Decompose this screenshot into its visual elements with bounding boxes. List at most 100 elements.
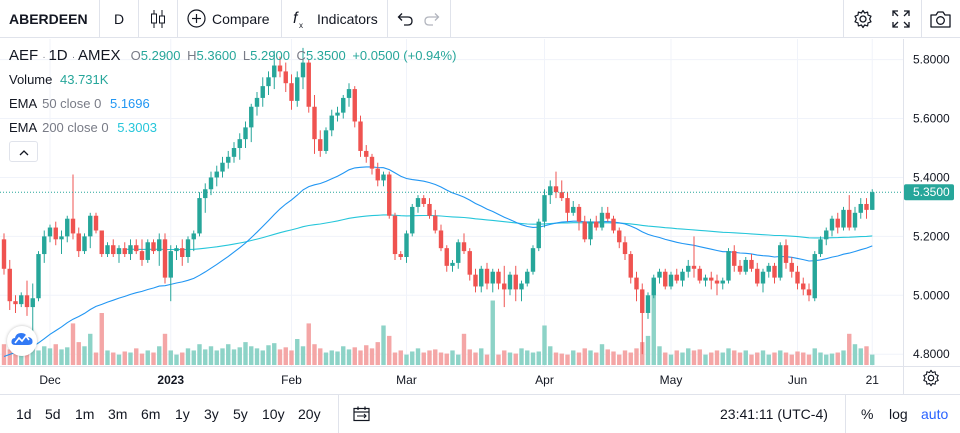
- toolbar-divider: [387, 0, 388, 37]
- volume-bar: [375, 342, 380, 365]
- range-button-3m[interactable]: 3m: [108, 406, 128, 422]
- ema200-value: 5.3003: [117, 120, 157, 135]
- volume-bar: [438, 352, 444, 365]
- collapse-legend-button[interactable]: [9, 141, 38, 162]
- volume-bar: [755, 352, 760, 365]
- volume-bar: [404, 354, 409, 365]
- ema50-params: 50 close 0: [42, 96, 102, 111]
- candle-body: [582, 221, 587, 240]
- range-button-1y[interactable]: 1y: [175, 406, 190, 422]
- chart-area[interactable]: 5.8000 5.6000 5.4000 5.2000 5.0000 4.8000 5.35…: [0, 39, 960, 394]
- chart-logo-badge[interactable]: [7, 326, 37, 356]
- svg-text:x: x: [299, 21, 303, 29]
- range-button-1d[interactable]: 1d: [16, 406, 32, 422]
- volume-bar: [697, 349, 702, 365]
- volume-bar: [19, 354, 24, 365]
- ema50-line: [3, 166, 873, 358]
- candle-body: [628, 254, 633, 278]
- candle-body: [548, 186, 553, 196]
- volume-bar: [145, 350, 150, 365]
- auto-scale-button[interactable]: auto: [921, 395, 948, 433]
- candle-body: [128, 245, 133, 255]
- percent-scale-button[interactable]: %: [861, 395, 873, 433]
- compare-button[interactable]: Compare: [187, 0, 270, 37]
- volume-bar: [306, 323, 311, 365]
- legend-close-value: 5.3500: [305, 48, 346, 63]
- fullscreen-button[interactable]: [892, 0, 910, 37]
- volume-bar: [231, 349, 237, 365]
- candle-body: [289, 83, 294, 101]
- candle-body: [387, 174, 392, 216]
- range-button-5d[interactable]: 5d: [45, 406, 61, 422]
- candle-body: [461, 242, 467, 252]
- candle-body: [404, 233, 409, 257]
- candles-icon: [150, 9, 166, 29]
- price-tick-label: 5.0000: [913, 288, 950, 302]
- volume-bar: [427, 350, 432, 365]
- range-button-3y[interactable]: 3y: [204, 406, 219, 422]
- goto-date-button[interactable]: [353, 395, 371, 433]
- legend-low-label: L: [242, 48, 251, 63]
- legend-open-value: 5.2900: [140, 48, 181, 63]
- volume-bar: [260, 350, 265, 365]
- ema50-label: EMA: [9, 96, 37, 111]
- candle-body: [726, 251, 731, 281]
- candle-body: [640, 289, 645, 313]
- candle-body: [743, 259, 748, 272]
- candle-body: [645, 295, 651, 313]
- candle-body: [783, 245, 789, 263]
- gear-icon: [922, 369, 940, 391]
- candle-body: [277, 65, 283, 72]
- range-button-6m[interactable]: 6m: [141, 406, 161, 422]
- candle-body: [254, 97, 260, 107]
- legend-ema50-row[interactable]: EMA 50 close 0 5.1696: [9, 96, 150, 111]
- redo-button[interactable]: [424, 0, 440, 37]
- legend-exchange: AMEX: [77, 47, 121, 64]
- volume-bar: [645, 335, 651, 365]
- price-chart[interactable]: 5.8000 5.6000 5.4000 5.2000 5.0000 4.8000 5.35…: [0, 39, 960, 394]
- symbol-search-button[interactable]: ABERDEEN: [9, 0, 88, 37]
- interval-label: D: [114, 10, 125, 27]
- volume-bar: [254, 348, 260, 365]
- candle-body: [657, 271, 662, 278]
- range-button-5y[interactable]: 5y: [233, 406, 248, 422]
- volume-bar: [812, 348, 817, 365]
- volume-bar: [421, 352, 426, 365]
- volume-bar: [122, 351, 127, 365]
- candle-body: [329, 115, 334, 131]
- candle-body: [358, 121, 363, 151]
- candle-body: [214, 171, 219, 178]
- candle-body: [145, 242, 150, 260]
- range-button-20y[interactable]: 20y: [298, 406, 321, 422]
- volume-bar: [760, 350, 766, 365]
- price-scale-settings-button[interactable]: [922, 369, 940, 392]
- volume-value: 43.731K: [60, 72, 109, 87]
- volume-bar: [599, 344, 605, 365]
- chart-style-button[interactable]: [150, 0, 166, 37]
- candle-body: [272, 65, 277, 78]
- log-scale-button[interactable]: log: [889, 395, 908, 433]
- time-zone-button[interactable]: 23:41:11 (UTC-4): [720, 395, 828, 433]
- time-tick-label: 21: [866, 373, 880, 387]
- range-button-10y[interactable]: 10y: [262, 406, 285, 422]
- interval-button[interactable]: D: [114, 0, 124, 37]
- volume-bar: [289, 350, 294, 365]
- candle-body: [611, 218, 616, 231]
- toolbar-divider: [99, 0, 100, 37]
- snapshot-button[interactable]: [930, 0, 951, 37]
- settings-button[interactable]: [853, 0, 873, 37]
- volume-bar: [364, 345, 369, 365]
- legend-ema200-row[interactable]: EMA 200 close 0 5.3003: [9, 120, 157, 135]
- volume-bar: [283, 347, 288, 365]
- candle-body: [99, 230, 104, 255]
- candle-body: [737, 265, 743, 272]
- volume-bar: [352, 347, 357, 365]
- range-button-1m[interactable]: 1m: [75, 406, 95, 422]
- candle-body: [369, 156, 375, 169]
- candle-body: [438, 230, 444, 249]
- undo-button[interactable]: [397, 0, 413, 37]
- candle-body: [185, 239, 191, 257]
- legend-volume-row[interactable]: Volume 43.731K: [9, 72, 108, 87]
